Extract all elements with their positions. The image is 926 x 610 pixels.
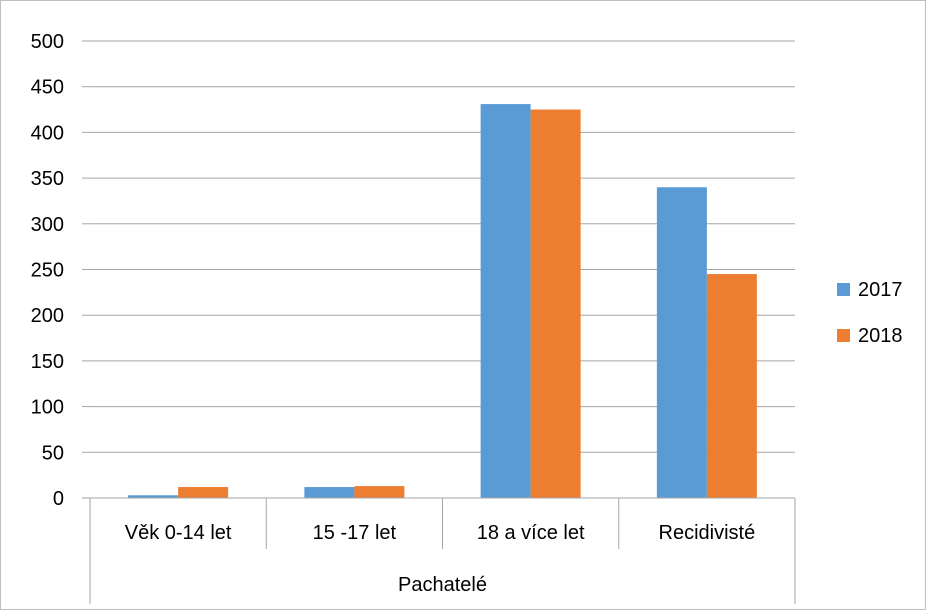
y-tick-label: 250 — [31, 260, 64, 282]
y-tick-label: 500 — [31, 31, 64, 53]
y-tick-label: 200 — [31, 305, 64, 327]
y-axis-ticks: 0 50 100 150 200 250 300 350 400 450 500 — [31, 31, 90, 510]
legend-swatch-2018 — [837, 329, 850, 342]
category-label: Recidivisté — [659, 522, 756, 544]
y-tick-label: 150 — [31, 351, 64, 373]
bar-2017-1 — [304, 487, 355, 498]
bars — [128, 104, 757, 499]
y-tick-label: 300 — [31, 214, 64, 236]
category-label: 15 -17 let — [313, 522, 397, 544]
bar-2018-3 — [706, 274, 757, 498]
y-tick-label: 400 — [31, 122, 64, 144]
x-axis: Věk 0-14 let 15 -17 let 18 a více let Recid… — [89, 497, 796, 604]
legend-swatch-2017 — [837, 283, 850, 296]
bar-2017-3 — [656, 187, 707, 499]
y-tick-label: 350 — [31, 168, 64, 190]
y-tick-label: 450 — [31, 77, 64, 99]
legend-label: 2018 — [858, 325, 903, 347]
category-label: 18 a více let — [477, 522, 585, 544]
legend: 2017 2018 — [837, 279, 903, 347]
legend-label: 2017 — [858, 279, 903, 301]
y-tick-label: 0 — [53, 488, 64, 510]
bar-2018-0 — [178, 487, 229, 498]
bar-2018-1 — [354, 486, 405, 498]
bar-2017-2 — [480, 104, 531, 498]
y-tick-label: 50 — [42, 442, 64, 464]
bar-2017-0 — [128, 495, 179, 498]
group-label: Pachatelé — [398, 574, 487, 596]
bar-2018-2 — [530, 109, 581, 499]
category-label: Věk 0-14 let — [125, 522, 232, 544]
y-tick-label: 100 — [31, 397, 64, 419]
